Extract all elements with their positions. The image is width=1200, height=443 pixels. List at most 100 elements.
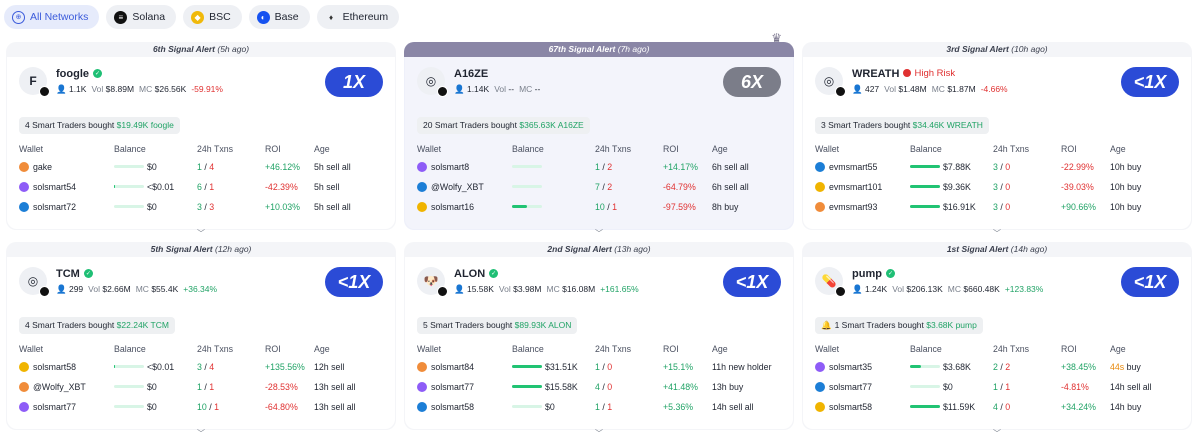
- token-name[interactable]: ALON: [454, 267, 486, 280]
- chevron-down-icon[interactable]: ﹀: [595, 429, 603, 438]
- token-logo[interactable]: ◎: [19, 267, 50, 297]
- chevron-down-icon[interactable]: ﹀: [197, 229, 205, 238]
- token-info[interactable]: F foogle ✓ 👤 1.1K Vol $8.89M MC $26.56K -…: [19, 67, 223, 97]
- token-logo[interactable]: ◎: [417, 67, 448, 97]
- signal-alert-card[interactable]: 1st Signal Alert (14h ago) 💊 pump ✓ 👤 1.2…: [802, 242, 1192, 438]
- wallet-cell[interactable]: evmsmart93: [815, 197, 877, 217]
- wallet-cell[interactable]: solsmart84: [417, 357, 474, 377]
- balance-value: $0: [147, 162, 157, 172]
- token-name[interactable]: foogle: [56, 67, 89, 80]
- token-name[interactable]: WREATH: [852, 67, 900, 80]
- chevron-down-icon[interactable]: ﹀: [993, 429, 1001, 438]
- table-row[interactable]: evmsmart93 $16.91K 3 / 0 +90.66% 10h buy: [815, 197, 1179, 217]
- wallet-cell[interactable]: gake: [19, 157, 52, 177]
- token-logo[interactable]: 🐶: [417, 267, 448, 297]
- token-name[interactable]: TCM: [56, 267, 80, 280]
- wallet-cell[interactable]: solsmart35: [815, 357, 872, 377]
- wallet-cell[interactable]: solsmart77: [417, 377, 474, 397]
- txns-cell: 10 / 1: [197, 397, 219, 417]
- wallet-name[interactable]: solsmart72: [33, 202, 77, 212]
- signal-alert-card[interactable]: ♛ 67th Signal Alert (7h ago) ◎ A16ZE 👤 1…: [404, 31, 794, 238]
- price-change: +123.83%: [1004, 283, 1044, 294]
- wallet-name[interactable]: evmsmart55: [829, 162, 878, 172]
- token-info[interactable]: 💊 pump ✓ 👤 1.24K Vol $206.13K MC $660.48K…: [815, 267, 1044, 297]
- filter-ethereum[interactable]: ♦ Ethereum: [316, 5, 400, 29]
- signal-alert-card[interactable]: 5th Signal Alert (12h ago) ◎ TCM ✓ 👤 299 …: [6, 242, 396, 438]
- user-icon: 👤: [454, 83, 465, 94]
- wallet-name[interactable]: solsmart84: [431, 362, 475, 372]
- filter-bsc[interactable]: ◆ BSC: [183, 5, 242, 29]
- token-logo[interactable]: 💊: [815, 267, 846, 297]
- wallet-name[interactable]: solsmart58: [431, 402, 475, 412]
- table-row[interactable]: solsmart77 $15.58K 4 / 0 +41.48% 13h buy: [417, 377, 781, 397]
- wallet-name[interactable]: solsmart77: [431, 382, 475, 392]
- wallet-name[interactable]: solsmart58: [829, 402, 873, 412]
- chevron-down-icon[interactable]: ﹀: [197, 429, 205, 438]
- age-value: 14h sell all: [1110, 382, 1152, 392]
- filter-base[interactable]: ◐ Base: [248, 5, 310, 29]
- token-info[interactable]: ◎ TCM ✓ 👤 299 Vol $2.66M MC $55.4K +36.34…: [19, 267, 217, 297]
- filter-all-networks[interactable]: ⊕ All Networks: [4, 5, 100, 29]
- wallet-cell[interactable]: solsmart16: [417, 197, 474, 217]
- wallet-cell[interactable]: solsmart77: [815, 377, 872, 397]
- table-row[interactable]: gake $0 1 / 4 +46.12% 5h sell all: [19, 157, 383, 177]
- wallet-cell[interactable]: solsmart58: [417, 397, 474, 417]
- wallet-name[interactable]: gake: [33, 162, 53, 172]
- wallet-cell[interactable]: @Wolfy_XBT: [19, 377, 86, 397]
- table-row[interactable]: solsmart16 10 / 1 -97.59% 8h buy: [417, 197, 781, 217]
- token-name[interactable]: A16ZE: [454, 67, 489, 80]
- balance-value: $0: [147, 402, 157, 412]
- wallet-cell[interactable]: solsmart72: [19, 197, 76, 217]
- wallet-name[interactable]: solsmart58: [33, 362, 77, 372]
- table-row[interactable]: solsmart54 <$0.01 6 / 1 -42.39% 5h sell: [19, 177, 383, 197]
- table-row[interactable]: solsmart77 $0 10 / 1 -64.80% 13h sell al…: [19, 397, 383, 417]
- wallet-name[interactable]: evmsmart93: [829, 202, 878, 212]
- table-row[interactable]: @Wolfy_XBT 7 / 2 -64.79% 6h sell all: [417, 177, 781, 197]
- balance-value: $0: [147, 382, 157, 392]
- token-name[interactable]: pump: [852, 267, 882, 280]
- wallet-cell[interactable]: solsmart77: [19, 397, 76, 417]
- table-row[interactable]: solsmart58 <$0.01 3 / 4 +135.56% 12h sel…: [19, 357, 383, 377]
- wallet-name[interactable]: solsmart54: [33, 182, 77, 192]
- wallet-avatar-icon: [19, 162, 29, 172]
- token-info[interactable]: ◎ A16ZE 👤 1.14K Vol -- MC --: [417, 67, 545, 97]
- wallet-cell[interactable]: solsmart8: [417, 157, 469, 177]
- wallet-cell[interactable]: solsmart54: [19, 177, 76, 197]
- token-logo[interactable]: ◎: [815, 67, 846, 97]
- table-row[interactable]: evmsmart55 $7.88K 3 / 0 -22.99% 10h buy: [815, 157, 1179, 177]
- wallet-name[interactable]: @Wolfy_XBT: [33, 382, 86, 392]
- token-logo[interactable]: F: [19, 67, 50, 97]
- vol-value: $206.13K: [906, 283, 943, 294]
- chevron-down-icon[interactable]: ﹀: [993, 229, 1001, 238]
- table-row[interactable]: solsmart8 1 / 2 +14.17% 6h sell all: [417, 157, 781, 177]
- signal-alert-card[interactable]: 3rd Signal Alert (10h ago) ◎ WREATH High …: [802, 42, 1192, 238]
- table-row[interactable]: solsmart58 $0 1 / 1 +5.36% 14h sell all: [417, 397, 781, 417]
- wallet-cell[interactable]: solsmart58: [815, 397, 872, 417]
- wallet-cell[interactable]: solsmart58: [19, 357, 76, 377]
- signal-alert-card[interactable]: 2nd Signal Alert (13h ago) 🐶 ALON ✓ 👤 15.…: [404, 242, 794, 438]
- token-info[interactable]: 🐶 ALON ✓ 👤 15.58K Vol $3.98M MC $16.08M +…: [417, 267, 639, 297]
- table-row[interactable]: evmsmart101 $9.36K 3 / 0 -39.03% 10h buy: [815, 177, 1179, 197]
- table-row[interactable]: @Wolfy_XBT $0 1 / 1 -28.53% 13h sell all: [19, 377, 383, 397]
- filter-solana[interactable]: ≡ Solana: [106, 5, 177, 29]
- balance-bar-fill: [512, 365, 542, 368]
- table-row[interactable]: solsmart84 $31.51K 1 / 0 +15.1% 11h new …: [417, 357, 781, 377]
- wallet-name[interactable]: @Wolfy_XBT: [431, 182, 484, 192]
- signal-alert-card[interactable]: 6th Signal Alert (5h ago) F foogle ✓ 👤 1.…: [6, 42, 396, 238]
- wallet-name[interactable]: evmsmart101: [829, 182, 883, 192]
- wallet-cell[interactable]: @Wolfy_XBT: [417, 177, 484, 197]
- wallet-name[interactable]: solsmart35: [829, 362, 873, 372]
- wallet-name[interactable]: solsmart77: [33, 402, 77, 412]
- table-row[interactable]: solsmart77 $0 1 / 1 -4.81% 14h sell all: [815, 377, 1179, 397]
- table-row[interactable]: solsmart58 $11.59K 4 / 0 +34.24% 14h buy: [815, 397, 1179, 417]
- table-row[interactable]: solsmart35 $3.68K 2 / 2 +38.45% 44s buy: [815, 357, 1179, 377]
- wallet-cell[interactable]: evmsmart101: [815, 177, 882, 197]
- table-row[interactable]: solsmart72 $0 3 / 3 +10.03% 5h sell all: [19, 197, 383, 217]
- wallet-name[interactable]: solsmart77: [829, 382, 873, 392]
- wallet-name[interactable]: solsmart16: [431, 202, 475, 212]
- sell-count: 1: [607, 402, 613, 412]
- token-info[interactable]: ◎ WREATH High Risk 👤 427 Vol $1.48M MC $1…: [815, 67, 1008, 97]
- wallet-name[interactable]: solsmart8: [431, 162, 470, 172]
- chevron-down-icon[interactable]: ﹀: [595, 229, 603, 238]
- wallet-cell[interactable]: evmsmart55: [815, 157, 877, 177]
